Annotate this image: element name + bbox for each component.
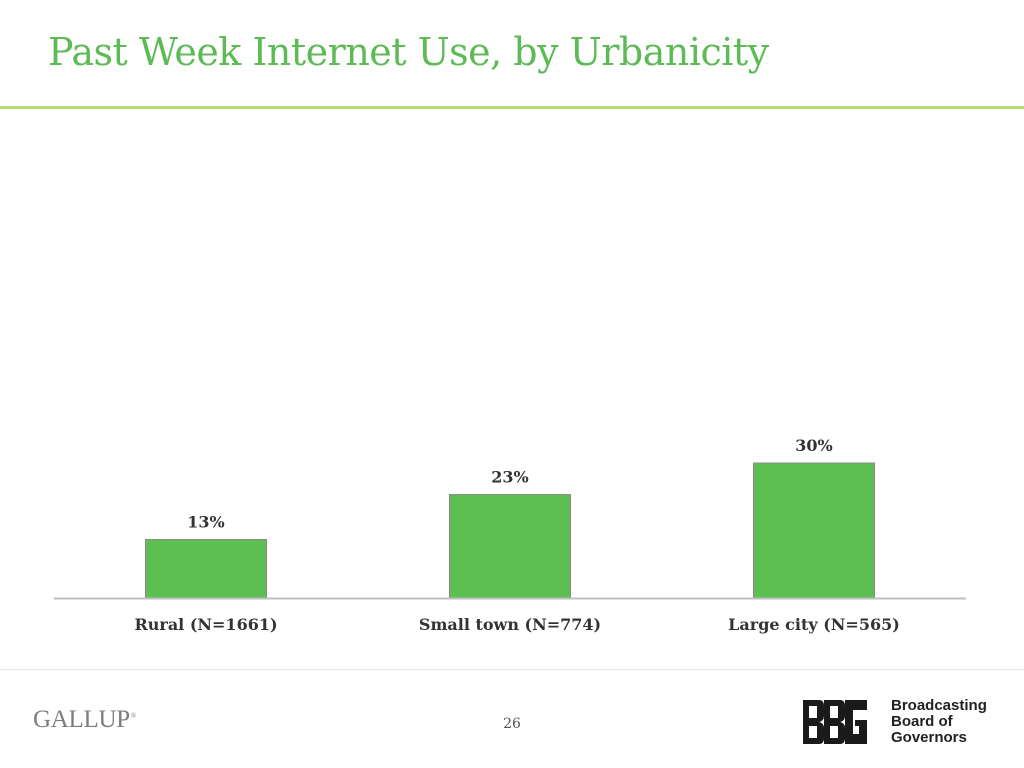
- page-number: 26: [503, 716, 521, 732]
- category-label-0: Rural (N=1661): [134, 615, 277, 634]
- bar-0: [145, 539, 267, 599]
- gallup-registered-mark: ®: [130, 711, 136, 720]
- data-label-2: 30%: [795, 436, 832, 455]
- data-label-1: 23%: [491, 468, 528, 487]
- gallup-logo: GALLUP®: [33, 706, 136, 734]
- data-label-0: 13%: [187, 513, 224, 532]
- bbg-name-line-1: Broadcasting: [891, 697, 987, 714]
- bar-1: [449, 494, 571, 599]
- category-label-1: Small town (N=774): [419, 615, 601, 634]
- title-rule: [0, 106, 1024, 109]
- slide-title: Past Week Internet Use, by Urbanicity: [48, 30, 769, 74]
- bbg-organization-name: Broadcasting Board of Governors: [891, 698, 987, 746]
- bbg-logo-icon: [803, 700, 867, 744]
- bar-chart: 13% Rural (N=1661) 23% Small town (N=774) 30…: [54, 436, 966, 634]
- category-label-2: Large city (N=565): [728, 615, 900, 634]
- bar-2: [753, 462, 875, 599]
- bbg-name-line-2: Board of: [891, 713, 953, 730]
- gallup-logo-text: GALLUP: [33, 706, 130, 733]
- footer-rule: [0, 669, 1024, 670]
- bbg-name-line-3: Governors: [891, 729, 967, 746]
